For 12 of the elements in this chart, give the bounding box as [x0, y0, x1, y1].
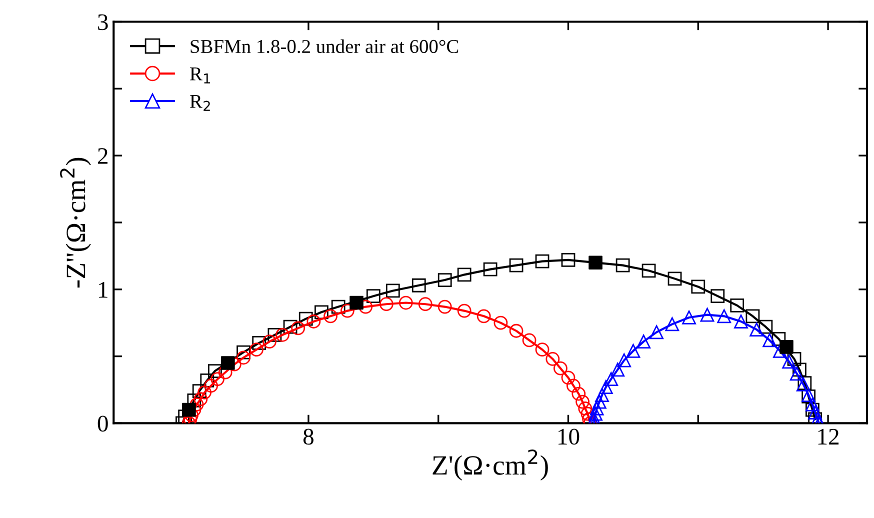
- legend-label: SBFMn 1.8-0.2 under air at 600°C: [190, 39, 458, 54]
- y-tick-label: 2: [98, 148, 108, 164]
- y-tick-label: 0: [98, 416, 108, 432]
- y-tick-label: 1: [99, 282, 108, 298]
- x-tick-label: 8: [303, 428, 314, 445]
- x-tick-label: 10: [558, 428, 580, 445]
- x-axis-title: Z'(Ω·cm$^{2}$): [432, 449, 548, 480]
- legend-label: R$_{2}$: [190, 94, 210, 111]
- y-axis-title: -Z''(Ω·cm$^{2}$): [60, 158, 91, 288]
- x-tick-label: 12: [818, 428, 839, 444]
- legend-label: R$_{1}$: [190, 68, 210, 84]
- y-tick-label: 3: [98, 14, 108, 30]
